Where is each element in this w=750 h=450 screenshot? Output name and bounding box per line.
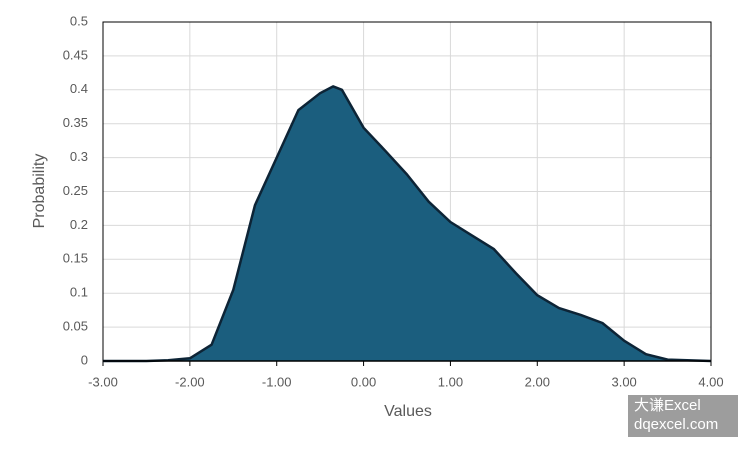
x-tick-label: 1.00	[438, 374, 463, 389]
watermark: 大谦Excel	[634, 397, 701, 414]
y-tick-label: 0.15	[63, 251, 88, 266]
y-tick-label: 0.3	[70, 149, 88, 164]
y-tick-label: 0.2	[70, 217, 88, 232]
y-tick-label: 0.35	[63, 115, 88, 130]
x-tick-label: 0.00	[351, 374, 376, 389]
area-outline	[103, 85, 712, 363]
y-tick-label: 0.25	[63, 183, 88, 198]
watermark-box	[628, 395, 738, 437]
x-axis-title: Values	[384, 403, 432, 420]
y-tick-label: 0	[81, 352, 88, 367]
y-tick-label: 0.4	[70, 81, 88, 96]
x-tick-label: -2.00	[175, 374, 205, 389]
y-tick-label: 0.5	[70, 13, 88, 28]
x-tick-label: -3.00	[88, 374, 118, 389]
watermark: dqexcel.com	[634, 416, 718, 433]
x-tick-label: -1.00	[262, 374, 292, 389]
area	[103, 86, 711, 362]
y-tick-label: 0.1	[70, 285, 88, 300]
y-tick-label: 0.45	[63, 47, 88, 62]
x-tick-label: 3.00	[611, 374, 636, 389]
y-axis-title: Probability	[31, 154, 48, 229]
x-tick-label: 2.00	[525, 374, 550, 389]
x-tick-label: 4.00	[698, 374, 723, 389]
y-tick-label: 0.05	[63, 319, 88, 334]
